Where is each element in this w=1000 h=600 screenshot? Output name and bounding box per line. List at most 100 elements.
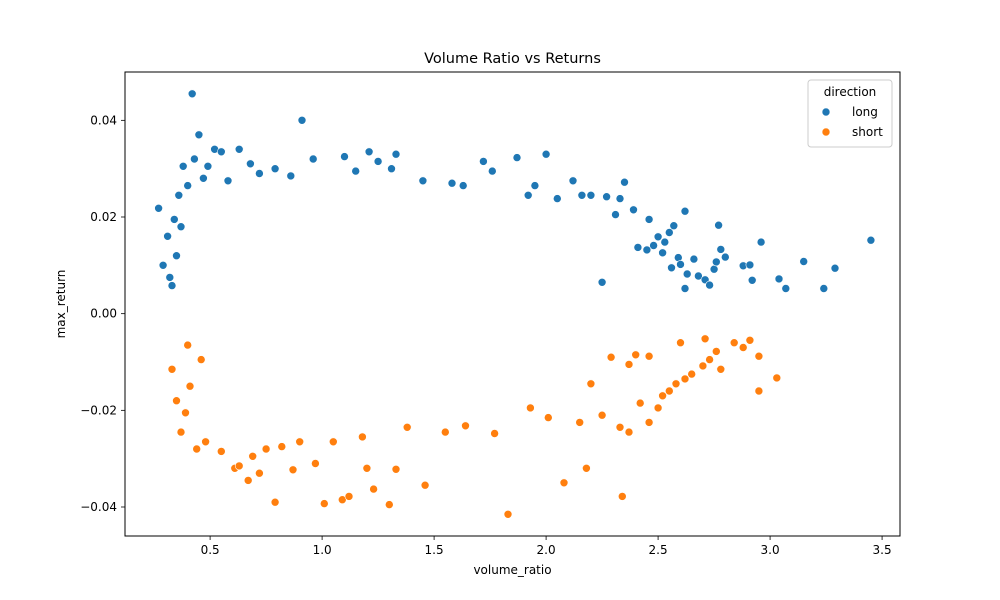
points-layer xyxy=(154,89,876,519)
point-short xyxy=(311,459,320,468)
point-long xyxy=(682,269,692,279)
point-short xyxy=(344,492,354,501)
point-short xyxy=(676,338,685,348)
legend-title: direction xyxy=(824,85,877,99)
point-long xyxy=(711,257,721,267)
x-tick-label: 1.5 xyxy=(425,543,444,557)
point-long xyxy=(756,237,766,247)
point-short xyxy=(586,379,596,389)
point-short xyxy=(503,509,513,519)
y-tick-label: −0.02 xyxy=(80,403,117,417)
point-short xyxy=(738,343,748,352)
point-long xyxy=(577,191,587,200)
point-short xyxy=(635,398,645,408)
point-long xyxy=(629,205,638,215)
point-long xyxy=(720,252,730,262)
point-short xyxy=(711,347,721,356)
point-short xyxy=(369,484,378,494)
point-long xyxy=(183,181,192,190)
point-long xyxy=(340,152,349,161)
y-axis-label: max_return xyxy=(54,270,68,339)
point-short xyxy=(185,381,195,391)
point-short xyxy=(582,463,591,473)
point-long xyxy=(487,166,497,176)
point-short xyxy=(671,379,681,389)
point-short xyxy=(559,478,569,488)
series-long xyxy=(154,89,876,293)
point-long xyxy=(234,145,244,154)
x-tick-label: 1.0 xyxy=(313,543,332,557)
y-tick-label: 0.02 xyxy=(90,210,117,224)
point-long xyxy=(689,254,699,264)
point-short xyxy=(270,497,280,507)
point-short xyxy=(597,410,607,420)
x-tick-label: 2.5 xyxy=(649,543,668,557)
point-long xyxy=(830,263,840,273)
point-long xyxy=(172,251,181,260)
point-short xyxy=(526,403,535,413)
point-short xyxy=(631,350,641,360)
point-short xyxy=(754,351,764,361)
legend-label-short: short xyxy=(852,125,883,139)
point-long xyxy=(364,147,374,157)
point-long xyxy=(664,228,674,237)
point-long xyxy=(530,181,540,190)
point-long xyxy=(167,281,177,290)
point-long xyxy=(246,159,255,169)
x-axis: 0.5 1.0 1.5 2.0 2.5 3.0 3.5 xyxy=(201,536,892,557)
point-short xyxy=(328,437,338,447)
point-long xyxy=(633,243,643,252)
point-short xyxy=(192,444,201,454)
point-long xyxy=(747,275,757,285)
point-short xyxy=(384,500,394,509)
point-long xyxy=(158,260,168,270)
point-short xyxy=(606,352,616,362)
point-short xyxy=(705,355,714,364)
point-long xyxy=(709,264,719,274)
point-long xyxy=(745,260,755,270)
point-short xyxy=(698,361,708,371)
point-short xyxy=(716,364,726,374)
point-short xyxy=(196,355,206,364)
point-long xyxy=(174,191,184,200)
x-tick-label: 3.0 xyxy=(761,543,780,557)
point-long xyxy=(586,191,596,200)
point-long xyxy=(694,271,703,281)
point-long xyxy=(447,178,457,188)
point-short xyxy=(295,437,305,447)
point-short xyxy=(183,340,192,350)
point-long xyxy=(199,174,208,183)
point-short xyxy=(687,369,697,379)
point-short xyxy=(624,360,634,369)
point-short xyxy=(358,432,367,442)
point-short xyxy=(644,418,654,427)
point-short xyxy=(176,427,186,437)
point-long xyxy=(781,284,791,293)
point-long xyxy=(351,166,361,176)
point-long xyxy=(270,164,280,173)
point-short xyxy=(234,461,244,471)
point-long xyxy=(286,171,296,181)
point-long xyxy=(819,284,829,293)
legend-label-long: long xyxy=(852,105,878,119)
axes-frame xyxy=(124,71,901,537)
series-short xyxy=(167,334,782,519)
x-tick-label: 0.5 xyxy=(201,543,220,557)
point-short xyxy=(261,444,271,454)
point-long xyxy=(178,162,188,171)
point-short xyxy=(575,418,585,427)
point-long xyxy=(774,274,784,284)
point-short xyxy=(288,465,298,475)
point-short xyxy=(754,386,764,396)
point-long xyxy=(680,206,690,216)
point-long xyxy=(568,176,578,186)
point-long xyxy=(705,280,714,290)
point-short xyxy=(700,334,710,344)
point-long xyxy=(217,147,226,157)
point-short xyxy=(658,391,667,401)
point-long xyxy=(799,257,809,266)
point-long xyxy=(714,220,723,230)
legend-marker-long xyxy=(821,107,831,117)
point-short xyxy=(680,374,690,384)
